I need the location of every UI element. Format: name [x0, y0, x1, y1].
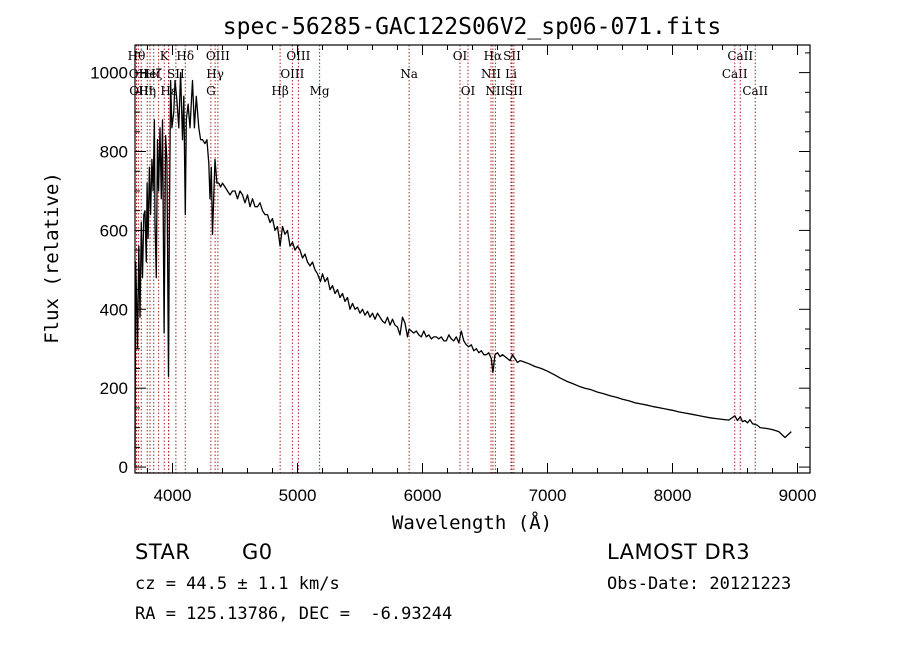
x-axis-label: Wavelength (Å) [392, 511, 552, 534]
survey-name: LAMOST DR3 [607, 540, 751, 564]
line-marker-label: OIII [286, 49, 310, 63]
line-marker-label: NII [485, 84, 505, 98]
line-marker-label: CaII [727, 49, 753, 63]
spectrum-series [134, 71, 792, 468]
line-marker-label: SII [167, 67, 185, 81]
line-marker-label: Mg [310, 84, 330, 98]
line-marker-label: Li [505, 67, 517, 81]
line-marker-label: SII [505, 84, 523, 98]
line-marker-label: Hα [484, 49, 503, 63]
chart-title: spec-56285-GAC122S06V2_sp06-071.fits [223, 14, 722, 40]
observation-date: Obs-Date: 20121223 [607, 574, 792, 594]
y-tick-label: 200 [100, 379, 128, 398]
line-marker-label: OII [129, 67, 149, 81]
line-marker-label: OI [461, 84, 476, 98]
x-tick-label: 9000 [779, 486, 817, 505]
line-marker-label: Hζ [145, 67, 162, 81]
line-marker-label: Hε [160, 84, 177, 98]
line-marker-label: CaII [722, 67, 748, 81]
x-tick-label: 7000 [529, 486, 567, 505]
line-marker-label: NII [481, 67, 501, 81]
line-marker-label: Hγ [206, 67, 224, 81]
x-tick-label: 5000 [279, 486, 317, 505]
line-marker-label: Hη [138, 84, 156, 98]
spectrum-line [134, 71, 792, 468]
x-tick-label: 6000 [404, 486, 442, 505]
line-marker-label: CaII [742, 84, 768, 98]
line-marker-label: OIII [206, 49, 230, 63]
object-subclass: G0 [242, 540, 273, 564]
line-marker-label: Hθ [128, 49, 146, 63]
coordinates-readout: RA = 125.13786, DEC = -6.93244 [135, 604, 453, 624]
y-tick-label: 0 [119, 458, 128, 477]
line-marker-label: SII [503, 49, 521, 63]
y-tick-label: 600 [100, 221, 128, 240]
line-marker-label: G [206, 84, 216, 98]
line-marker-label: HeI [139, 67, 162, 81]
x-tick-label: 4000 [154, 486, 192, 505]
y-tick-label: 400 [100, 300, 128, 319]
line-marker-label: Hδ [176, 49, 194, 63]
plot-axes: 4000 5000 6000 7000 8000 9000 0 200 400 600 800 100… [90, 44, 817, 505]
redshift-readout: cz = 44.5 ± 1.1 km/s [135, 574, 340, 594]
line-marker-label: Hβ [271, 84, 288, 98]
plot-frame [134, 44, 811, 474]
line-marker-label: OIII [280, 67, 304, 81]
y-axis-label: Flux (relative) [41, 172, 63, 344]
y-tick-label: 800 [100, 143, 128, 162]
line-marker-label: Na [400, 67, 418, 81]
y-tick-label: 1000 [90, 64, 128, 83]
x-tick-label: 8000 [654, 486, 692, 505]
object-class: STAR [135, 540, 191, 564]
line-marker-label: OI [453, 49, 468, 63]
line-marker-label: K [160, 49, 170, 63]
emission-line-markers: HθOIIOIIIHηHeIHζKHεSIIHδGHγOIIIHβOIIIOII… [128, 45, 768, 473]
